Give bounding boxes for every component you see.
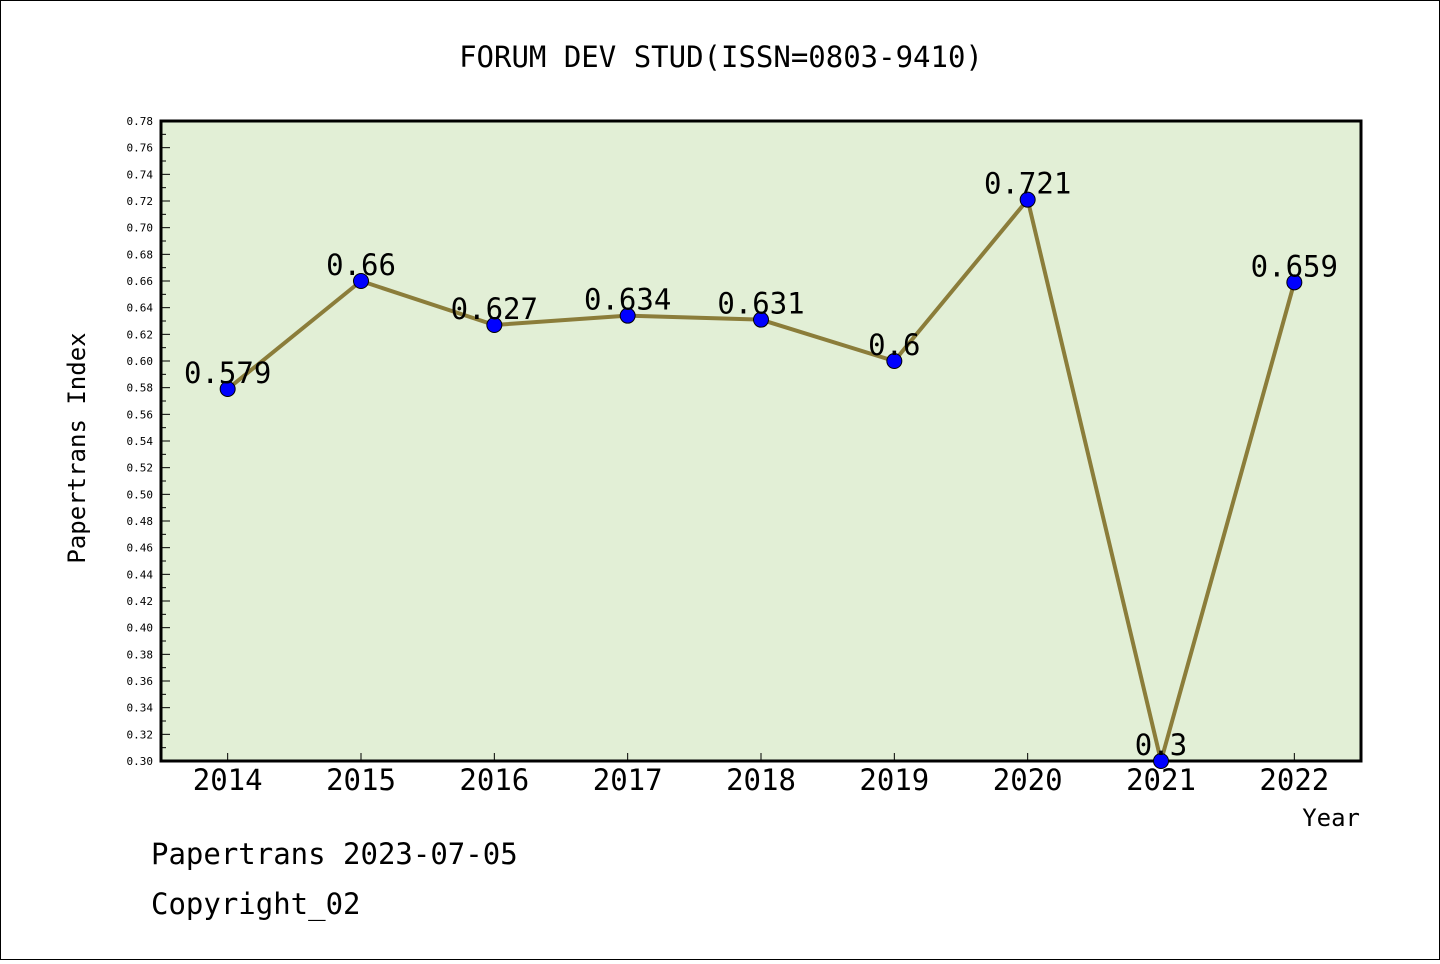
y-tick-label: 0.40 xyxy=(127,622,154,635)
y-axis-ticks: 0.30 0.32 0.34 0.36 0.38 0.40 0.42 0.44 0.46 0.48… xyxy=(127,115,170,768)
x-tick-label: 2016 xyxy=(459,763,529,797)
y-tick-label: 0.60 xyxy=(127,355,154,368)
y-tick-label: 0.70 xyxy=(127,222,154,235)
data-point-marker xyxy=(1286,274,1303,291)
x-tick-label: 2020 xyxy=(993,763,1063,797)
y-tick-label: 0.36 xyxy=(127,675,154,688)
footer-date: Papertrans 2023-07-05 xyxy=(151,837,518,871)
y-tick-label: 0.38 xyxy=(127,648,154,661)
data-point-marker xyxy=(886,353,903,369)
x-tick-label: 2018 xyxy=(726,763,796,797)
x-axis-ticks: 2014 2015 2016 2017 2018 2019 2020 2021 2022 xyxy=(193,753,1329,797)
y-tick-label: 0.62 xyxy=(127,328,154,341)
data-point-marker xyxy=(753,311,769,328)
y-tick-label: 0.76 xyxy=(127,142,154,155)
data-point-marker xyxy=(219,381,236,397)
y-tick-label: 0.56 xyxy=(127,408,154,421)
data-point-marker xyxy=(1019,191,1036,208)
data-label: 0.631 xyxy=(717,287,804,321)
y-tick-label: 0.72 xyxy=(127,195,154,208)
data-label-group: 0.579 0.66 0.627 0.634 0.631 0.6 0.721 0.3 0.659 xyxy=(184,167,1338,762)
data-label: 0.634 xyxy=(584,283,671,317)
y-tick-label: 0.46 xyxy=(127,542,154,555)
x-axis-label: Year xyxy=(1302,804,1360,832)
x-tick-label: 2014 xyxy=(193,763,263,797)
y-tick-label: 0.52 xyxy=(127,462,154,475)
data-point-marker xyxy=(486,317,503,333)
x-tick-label: 2015 xyxy=(326,763,396,797)
y-tick-label: 0.32 xyxy=(127,728,154,741)
y-tick-label: 0.74 xyxy=(127,168,154,181)
chart-title: FORUM DEV STUD(ISSN=0803-9410) xyxy=(459,40,983,74)
data-label: 0.627 xyxy=(451,292,538,326)
y-tick-label: 0.58 xyxy=(127,382,154,395)
data-point-marker xyxy=(619,307,636,324)
x-tick-label: 2022 xyxy=(1259,763,1329,797)
x-tick-label: 2019 xyxy=(859,763,929,797)
y-tick-label: 0.34 xyxy=(127,702,154,715)
plot-area xyxy=(159,119,1363,763)
y-tick-label: 0.68 xyxy=(127,248,154,261)
y-tick-label: 0.78 xyxy=(127,115,154,128)
series-line-group xyxy=(219,191,1303,769)
data-label: 0.659 xyxy=(1251,249,1338,283)
footer-copyright: Copyright_02 xyxy=(151,887,361,921)
y-tick-label: 0.54 xyxy=(127,435,154,448)
data-point-marker xyxy=(1153,753,1169,769)
y-tick-label: 0.48 xyxy=(127,515,154,528)
y-tick-label: 0.66 xyxy=(127,275,154,288)
data-label: 0.66 xyxy=(326,248,396,282)
y-tick-label: 0.44 xyxy=(127,568,154,581)
y-tick-label: 0.30 xyxy=(127,755,154,768)
data-label: 0.721 xyxy=(984,167,1071,201)
y-axis-label: Papertrans Index xyxy=(63,332,91,563)
x-tick-label: 2017 xyxy=(593,763,663,797)
y-tick-label: 0.64 xyxy=(127,302,154,315)
data-point-marker xyxy=(353,273,369,289)
y-tick-label: 0.50 xyxy=(127,488,154,501)
data-label: 0.579 xyxy=(184,356,271,390)
data-label: 0.6 xyxy=(868,328,920,362)
y-tick-label: 0.42 xyxy=(127,595,154,608)
data-label: 0.3 xyxy=(1135,728,1187,762)
